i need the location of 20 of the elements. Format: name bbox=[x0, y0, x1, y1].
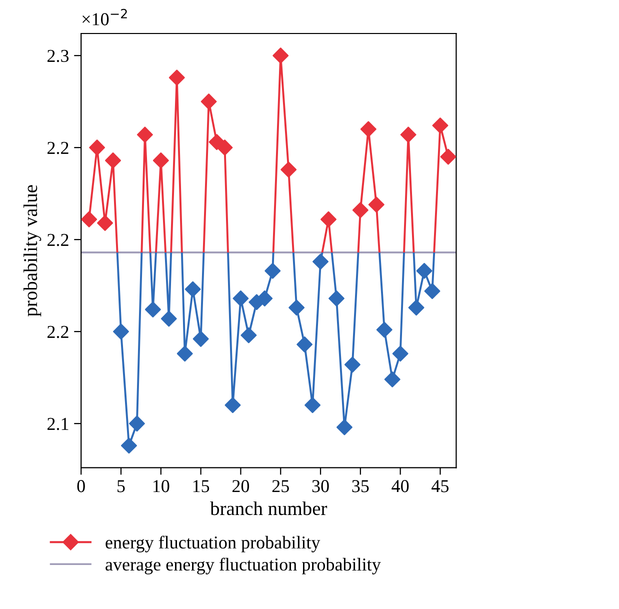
y-tick-label: 2.1 bbox=[48, 418, 68, 430]
x-axis-title: branch number bbox=[210, 501, 328, 516]
y-tick-label: 2.2 bbox=[48, 234, 68, 246]
text: ×10$^{−2}$ bbox=[82, 8, 127, 26]
x-tick-label: 35 bbox=[352, 480, 369, 492]
legend-label: energy fluctuation probability bbox=[106, 536, 320, 552]
y-tick-label: 2.3 bbox=[48, 50, 69, 62]
x-tick-label: 15 bbox=[193, 480, 210, 492]
x-tick-label: 10 bbox=[153, 480, 170, 492]
x-tick-label: 25 bbox=[272, 480, 289, 492]
y-tick-label: 2.2 bbox=[48, 326, 68, 338]
y-axis-title: probability value bbox=[23, 185, 42, 316]
x-tick-label: 0 bbox=[77, 480, 85, 492]
x-tick-label: 30 bbox=[312, 480, 329, 492]
y-tick-label: 2.2 bbox=[48, 142, 68, 154]
legend-label: average energy fluctuation probability bbox=[106, 558, 381, 574]
x-tick-label: 5 bbox=[118, 480, 125, 492]
x-tick-label: 45 bbox=[432, 480, 449, 492]
x-tick-label: 20 bbox=[232, 480, 250, 492]
x-tick-label: 40 bbox=[392, 480, 409, 492]
